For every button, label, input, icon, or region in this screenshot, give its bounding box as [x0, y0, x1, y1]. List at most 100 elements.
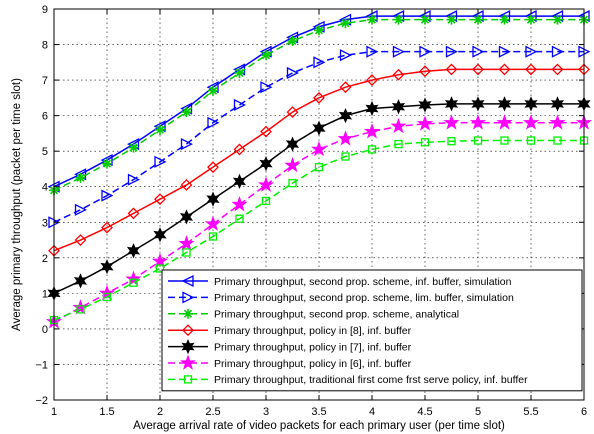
data-point: [498, 45, 511, 58]
data-point: [314, 163, 324, 172]
data-point: [151, 252, 169, 269]
legend-marker: [179, 354, 197, 370]
data-point: [444, 96, 459, 112]
data-point: [416, 115, 434, 131]
series-line: [53, 139, 584, 321]
x-tick-label: 6: [581, 406, 587, 418]
data-point: [310, 140, 328, 157]
x-tick-label: 4: [369, 406, 375, 418]
legend-entry: Primary throughput, traditional first co…: [168, 374, 528, 386]
legend-entry: Primary throughput, second prop. scheme,…: [168, 309, 459, 321]
legend-label: Primary throughput, second prop. scheme,…: [214, 276, 512, 288]
legend-label: Primary throughput, second prop. scheme,…: [214, 309, 459, 321]
data-point: [553, 136, 562, 145]
legend-marker: [183, 375, 193, 384]
data-point: [420, 138, 430, 147]
series-4: [48, 63, 590, 257]
data-point: [180, 179, 193, 191]
data-point: [313, 91, 325, 104]
data-point: [204, 215, 222, 231]
data-point: [418, 97, 432, 113]
data-point: [129, 278, 138, 287]
y-tick-label: 3: [42, 217, 48, 229]
x-tick-label: 4.5: [417, 406, 432, 418]
data-point: [206, 191, 220, 207]
data-point: [500, 136, 509, 145]
data-point: [498, 63, 511, 76]
x-tick-label: 5: [475, 406, 481, 418]
data-point: [497, 96, 512, 112]
legend-entry: Primary throughput, policy in [8], inf. …: [168, 324, 412, 337]
x-tick-label: 2.5: [205, 406, 220, 418]
data-point: [207, 161, 219, 174]
data-point: [339, 49, 352, 62]
data-point: [312, 120, 326, 136]
data-point: [259, 156, 273, 172]
legend-entry: Primary throughput, second prop. scheme,…: [168, 291, 514, 304]
data-point: [314, 25, 324, 36]
y-axis-label: Average primary throughput (packet per t…: [11, 78, 23, 331]
data-point: [101, 221, 113, 234]
legend-entry: Primary throughput, second prop. scheme,…: [168, 274, 512, 288]
series-line: [53, 50, 584, 223]
data-point: [499, 14, 510, 25]
axis-ticks: 1 1.5 2 2.5 3 3.5 4 4.5 5 5.5 6 −2 −1 0 1 2 3 4 5 6 7 8 9: [35, 4, 587, 418]
data-point: [550, 96, 565, 112]
data-point: [233, 98, 246, 112]
data-point: [471, 96, 485, 112]
legend-marker: [182, 291, 195, 304]
data-point: [72, 299, 89, 315]
data-point: [472, 45, 485, 58]
data-point: [154, 193, 166, 206]
legend-marker: [181, 338, 195, 355]
data-point: [74, 203, 87, 216]
legend-entry: Primary throughput, policy in [7], inf. …: [168, 338, 412, 355]
data-point: [208, 85, 218, 96]
data-point: [284, 156, 301, 173]
data-point: [469, 114, 487, 130]
x-tick-label: 5.5: [523, 406, 538, 418]
data-point: [552, 14, 563, 25]
data-point: [233, 143, 246, 156]
data-point: [367, 145, 377, 154]
x-tick-label: 1: [51, 406, 57, 418]
data-point: [74, 234, 87, 246]
y-tick-label: 4: [42, 182, 48, 194]
data-point: [125, 270, 142, 286]
y-tick-label: 8: [42, 40, 48, 52]
data-point: [363, 123, 381, 139]
data-point: [313, 56, 326, 69]
data-point: [522, 114, 540, 130]
legend-label: Primary throughput, policy in [8], inf. …: [214, 325, 412, 337]
data-point: [102, 292, 112, 302]
data-point: [285, 136, 300, 152]
data-point: [235, 214, 244, 223]
y-tick-label: 7: [42, 75, 48, 87]
y-tick-label: 0: [42, 324, 48, 336]
series-7: [49, 136, 589, 325]
data-point: [419, 65, 431, 78]
data-point: [447, 137, 456, 146]
data-point: [340, 18, 351, 29]
data-point: [496, 114, 513, 130]
data-point: [98, 284, 116, 301]
data-point: [391, 99, 406, 115]
data-point: [337, 130, 354, 146]
data-point: [126, 243, 141, 259]
legend-label: Primary throughput, policy in [6], inf. …: [214, 358, 412, 370]
y-tick-label: 1: [42, 288, 48, 300]
data-point: [339, 81, 352, 94]
data-point: [232, 173, 247, 190]
series-line: [53, 122, 584, 323]
data-point: [180, 138, 193, 151]
data-point: [419, 45, 432, 58]
y-tick-label: 9: [42, 4, 48, 16]
x-tick-label: 2: [157, 406, 163, 418]
series-3: [49, 14, 589, 196]
legend-marker: [183, 308, 193, 319]
x-tick-label: 3.5: [311, 406, 326, 418]
data-point: [182, 248, 191, 257]
data-point: [127, 207, 140, 220]
data-point: [526, 136, 536, 145]
